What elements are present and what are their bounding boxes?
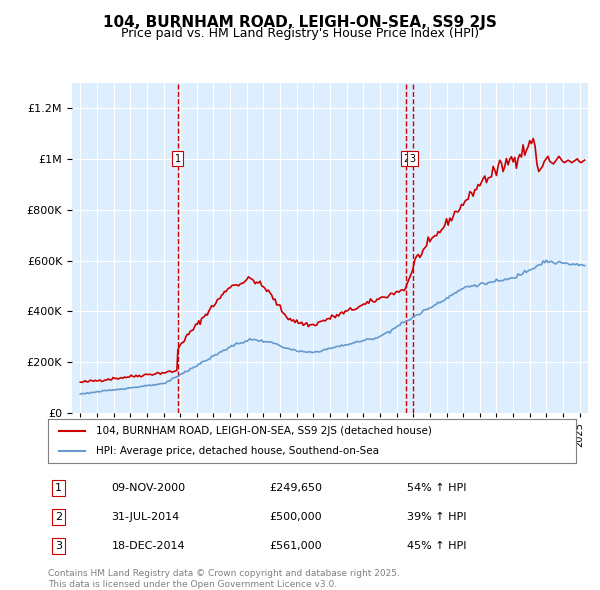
Text: 31-JUL-2014: 31-JUL-2014	[112, 512, 179, 522]
Text: 1: 1	[175, 154, 181, 164]
Text: £500,000: £500,000	[270, 512, 322, 522]
Text: 3: 3	[55, 541, 62, 551]
Text: 2: 2	[403, 154, 409, 164]
Text: £561,000: £561,000	[270, 541, 322, 551]
Text: 2: 2	[55, 512, 62, 522]
Text: 54% ↑ HPI: 54% ↑ HPI	[407, 483, 467, 493]
Text: HPI: Average price, detached house, Southend-on-Sea: HPI: Average price, detached house, Sout…	[95, 446, 379, 455]
Text: 09-NOV-2000: 09-NOV-2000	[112, 483, 185, 493]
Text: Price paid vs. HM Land Registry's House Price Index (HPI): Price paid vs. HM Land Registry's House …	[121, 27, 479, 40]
Text: 39% ↑ HPI: 39% ↑ HPI	[407, 512, 467, 522]
Text: 1: 1	[55, 483, 62, 493]
Text: 104, BURNHAM ROAD, LEIGH-ON-SEA, SS9 2JS (detached house): 104, BURNHAM ROAD, LEIGH-ON-SEA, SS9 2JS…	[95, 427, 431, 436]
Text: 18-DEC-2014: 18-DEC-2014	[112, 541, 185, 551]
Text: 104, BURNHAM ROAD, LEIGH-ON-SEA, SS9 2JS: 104, BURNHAM ROAD, LEIGH-ON-SEA, SS9 2JS	[103, 15, 497, 30]
Text: 3: 3	[409, 154, 416, 164]
Text: 45% ↑ HPI: 45% ↑ HPI	[407, 541, 467, 551]
Text: Contains HM Land Registry data © Crown copyright and database right 2025.
This d: Contains HM Land Registry data © Crown c…	[48, 569, 400, 589]
Text: £249,650: £249,650	[270, 483, 323, 493]
